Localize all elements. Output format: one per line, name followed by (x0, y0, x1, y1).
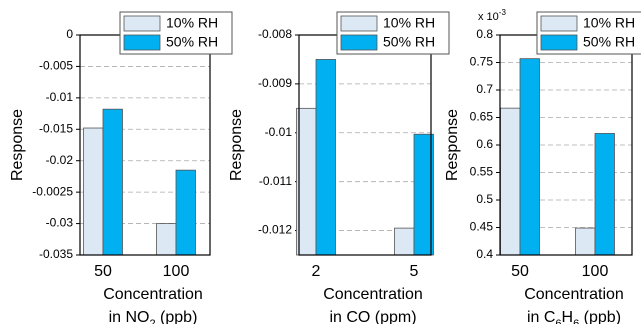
y-axis-label: Response (228, 109, 245, 181)
legend-label: 10% RH (383, 15, 435, 31)
multiplier-exp: -3 (499, 8, 507, 17)
x-axis-label: in C6H6 (ppb) (527, 309, 621, 324)
y-tick-label: -0.02 (46, 153, 74, 167)
bar (83, 127, 104, 256)
bar (519, 58, 540, 256)
bar (156, 223, 177, 256)
y-tick-label: 0.65 (470, 110, 494, 124)
y-tick-label: -0.005 (39, 59, 73, 73)
bar (575, 227, 596, 256)
x-axis-label: Concentration (323, 286, 423, 303)
legend-swatch (340, 15, 378, 32)
x-tick-label: 50 (511, 263, 529, 280)
multiplier-base: x 10 (478, 11, 499, 23)
x-tick-label: 2 (312, 263, 321, 280)
bar (315, 59, 336, 256)
axis-multiplier: x 10-3 (478, 8, 506, 23)
y-tick-label: -0.009 (258, 76, 292, 90)
y-axis-label: Response (444, 109, 461, 181)
x-axis-label-part: in NO (109, 309, 150, 324)
bar (394, 227, 415, 256)
legend-swatch (123, 15, 161, 32)
y-tick-label: 0.6 (476, 137, 493, 151)
legend-label: 50% RH (383, 34, 435, 50)
legend-label: 50% RH (583, 34, 635, 50)
y-tick-label: -0.011 (259, 174, 292, 188)
legend-label: 10% RH (166, 15, 218, 31)
y-tick-label: -0.01 (46, 90, 74, 104)
y-tick-label: 0.4 (476, 247, 493, 261)
x-axis-label: in CO (ppm) (329, 309, 416, 324)
x-tick-label: 50 (94, 263, 112, 280)
y-tick-label: -0.03 (46, 216, 74, 230)
x-axis-label-part: 6 (555, 318, 561, 324)
bar (594, 133, 615, 256)
y-tick-label: -0.015 (39, 121, 73, 135)
x-tick-label: 100 (582, 263, 609, 280)
legend-label: 50% RH (166, 34, 218, 50)
x-axis-label: in NO2 (ppb) (109, 309, 198, 324)
x-tick-label: 100 (163, 263, 190, 280)
bar (102, 108, 123, 256)
y-tick-label: 0.7 (476, 82, 493, 96)
x-axis-label-part: (ppb) (156, 309, 198, 324)
legend-swatch (540, 15, 578, 32)
legend-swatch (540, 34, 578, 51)
y-tick-label: 0.75 (470, 55, 494, 69)
y-tick-label: 0.55 (470, 165, 494, 179)
y-tick-label: -0.0025 (32, 184, 73, 198)
x-axis-label-part: 2 (149, 318, 155, 324)
x-axis-label: Concentration (524, 286, 624, 303)
x-axis-label-part: in C (527, 309, 555, 324)
y-tick-label: 0.5 (476, 192, 493, 206)
y-tick-label: 0.45 (470, 220, 494, 234)
y-tick-label: -0.012 (258, 223, 292, 237)
x-axis-label-part: (ppb) (579, 309, 621, 324)
y-tick-label: -0.01 (265, 125, 293, 139)
y-axis-label: Response (9, 109, 26, 181)
legend-swatch (123, 34, 161, 51)
legend-label: 10% RH (583, 15, 635, 31)
y-tick-label: 0.8 (476, 27, 493, 41)
y-tick-label: -0.035 (39, 247, 73, 261)
x-axis-label-part: 6 (573, 318, 579, 324)
x-tick-label: 5 (410, 263, 419, 280)
x-axis-label-part: in CO (ppm) (329, 309, 416, 324)
y-tick-label: 0 (66, 27, 73, 41)
x-axis-label: Concentration (103, 286, 203, 303)
bar (175, 169, 196, 256)
bar (500, 107, 521, 256)
y-tick-label: -0.008 (258, 27, 292, 41)
x-axis-label-part: H (562, 309, 574, 324)
legend-swatch (340, 34, 378, 51)
